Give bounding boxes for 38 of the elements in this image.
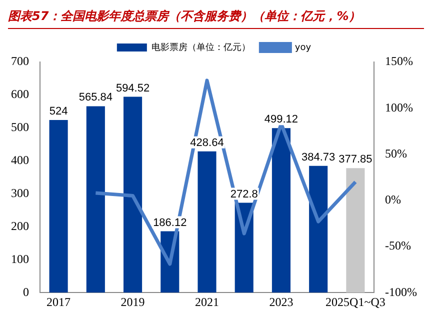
data-label: 428.64 [190,136,224,149]
x-tick-label: 2019 [120,294,145,309]
y2-tick-label: 150% [385,54,414,68]
data-label: 565.84 [78,92,112,104]
x-tick-label: 2017 [46,294,71,309]
y2-tick-label: 100% [385,100,414,114]
y-tick-label: 200 [11,218,29,233]
bar [272,128,291,293]
data-label: 384.73 [302,151,336,164]
y2-tick-label: -50% [385,238,412,253]
y2-tick-label: 0% [385,192,402,207]
y2-tick-label: 50% [385,146,408,160]
chart-title: 图表57：全国电影年度总票房（不含服务费）（单位：亿元，%） [8,8,424,29]
y-tick-label: 500 [11,120,29,134]
bar [346,168,365,293]
y-tick-label: 700 [11,54,29,68]
bar [124,96,142,293]
bar [49,120,68,293]
y-tick-label: 0 [23,284,29,299]
data-label: 499.12 [264,114,298,126]
x-tick-label: 2023 [269,294,294,309]
legend-label: 电影票房（单位：亿元） [151,42,250,53]
bar [198,151,216,293]
y2-tick-label: -100% [385,284,418,299]
x-tick-label: 2021 [195,294,220,309]
legend-label: yoy [294,42,312,53]
bar [309,166,328,293]
data-label: 272.8 [230,188,258,200]
y-tick-label: 600 [11,87,29,102]
data-label: 524 [49,106,68,118]
bar [86,106,105,293]
y-tick-label: 400 [11,152,29,167]
y-tick-label: 300 [11,186,29,200]
y-tick-label: 100 [11,252,29,266]
data-label: 594.52 [116,82,150,94]
x-tick-label: 2025Q1~Q3 [326,294,386,309]
data-label: 377.85 [338,154,372,166]
data-label: 186.12 [153,216,187,229]
